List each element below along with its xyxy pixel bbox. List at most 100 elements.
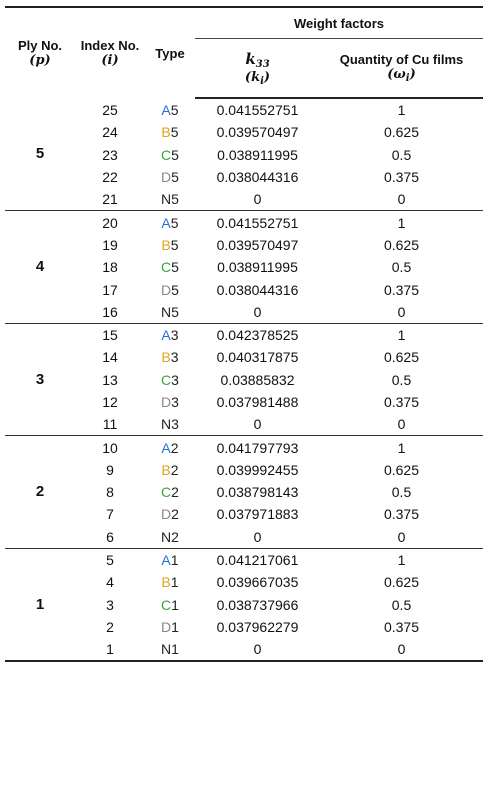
type-letter: C bbox=[161, 259, 172, 276]
omega-value: 0.375 bbox=[383, 281, 420, 298]
omega-value: 0.625 bbox=[383, 124, 420, 141]
k-value: 0.039570497 bbox=[216, 236, 299, 253]
type-code: A1 bbox=[145, 548, 195, 571]
k-value: 0.038044316 bbox=[216, 281, 299, 298]
table-row: 1 5 A1 0.041217061 1 bbox=[5, 548, 483, 663]
type-number: 3 bbox=[170, 349, 179, 366]
header-type: Type bbox=[145, 6, 195, 98]
index-number: 15 bbox=[102, 327, 118, 344]
header-quantity-label: Quantity of Cu films bbox=[339, 52, 464, 67]
k-value: 0.037971883 bbox=[216, 506, 299, 523]
k-value: 0.038911995 bbox=[217, 146, 298, 163]
k-value: 0.038798143 bbox=[216, 484, 299, 501]
table-row: 8 C2 0.038798143 0.5 bbox=[5, 481, 483, 503]
type-code: D5 bbox=[145, 166, 195, 188]
type-letter: D bbox=[161, 169, 172, 186]
header-k33-sub: 33 bbox=[255, 58, 270, 70]
table-row: 24 B5 0.039570497 0.625 bbox=[5, 121, 483, 143]
header-index-label: Index No. bbox=[80, 38, 140, 53]
type-code: C5 bbox=[145, 144, 195, 166]
type-number: 5 bbox=[171, 281, 179, 298]
k-value: 0.039992455 bbox=[216, 461, 299, 478]
header-omega-main: (ω bbox=[387, 67, 406, 82]
type-letter: A bbox=[161, 327, 171, 344]
header-ply-symbol: (p) bbox=[29, 53, 51, 68]
type-code: B3 bbox=[145, 346, 195, 368]
index-number: 3 bbox=[106, 596, 114, 613]
table-row: 13 C3 0.03885832 0.5 bbox=[5, 369, 483, 391]
ply-number: 2 bbox=[5, 435, 75, 549]
type-number: 2 bbox=[171, 484, 179, 501]
table-row: 1 N1 0 0 bbox=[5, 638, 483, 663]
index-number: 19 bbox=[102, 236, 118, 253]
header-ki-sub: i bbox=[260, 75, 264, 87]
index-number: 12 bbox=[102, 394, 118, 410]
omega-value: 0.5 bbox=[391, 371, 412, 388]
omega-value: 0.5 bbox=[391, 596, 412, 613]
index-number: 24 bbox=[102, 124, 118, 141]
type-letter: B bbox=[161, 461, 171, 478]
omega-value: 1 bbox=[397, 552, 406, 569]
type-code: C2 bbox=[145, 481, 195, 503]
index-number: 20 bbox=[102, 214, 118, 231]
table-row: 4 B1 0.039667035 0.625 bbox=[5, 571, 483, 593]
omega-value: 1 bbox=[397, 102, 406, 119]
table-row: 12 D3 0.037981488 0.375 bbox=[5, 391, 483, 413]
type-number: 5 bbox=[170, 236, 179, 253]
type-code: D1 bbox=[145, 616, 195, 638]
index-number: 8 bbox=[106, 484, 114, 501]
table-row: 19 B5 0.039570497 0.625 bbox=[5, 234, 483, 256]
header-omega-sub: i bbox=[405, 73, 410, 84]
type-code: B1 bbox=[145, 571, 195, 593]
weight-factors-table: Ply No. (p) Index No. (i) Type Weight fa… bbox=[5, 6, 483, 663]
table-row: 16 N5 0 0 bbox=[5, 300, 483, 324]
index-number: 14 bbox=[102, 349, 118, 366]
omega-value: 0 bbox=[320, 638, 483, 663]
type-letter: C bbox=[161, 371, 172, 388]
table-row: 14 B3 0.040317875 0.625 bbox=[5, 346, 483, 368]
omega-value: 0 bbox=[320, 413, 483, 437]
type-letter: D bbox=[161, 281, 172, 298]
header-ply-no: Ply No. (p) bbox=[5, 6, 75, 98]
ply-number: 4 bbox=[5, 210, 75, 324]
type-letter: B bbox=[161, 349, 171, 366]
header-omega-end: ) bbox=[409, 67, 416, 82]
k-value: 0 bbox=[195, 413, 320, 437]
ply-number: 3 bbox=[5, 323, 75, 437]
index-number: 23 bbox=[102, 146, 118, 163]
k-value: 0.041217061 bbox=[216, 552, 299, 569]
omega-value: 0.375 bbox=[383, 169, 420, 186]
table-row: 17 D5 0.038044316 0.375 bbox=[5, 278, 483, 300]
header-k33-main: k bbox=[245, 49, 256, 68]
index-number: 16 bbox=[75, 300, 145, 324]
type-letter: D bbox=[161, 506, 172, 523]
type-number: 2 bbox=[171, 528, 179, 545]
index-number: 25 bbox=[102, 101, 118, 118]
omega-value: 0.5 bbox=[391, 146, 412, 163]
index-number: 4 bbox=[106, 574, 114, 591]
type-letter: B bbox=[161, 236, 171, 253]
k-value: 0 bbox=[195, 188, 320, 212]
omega-value: 1 bbox=[397, 439, 406, 456]
omega-value: 0.625 bbox=[383, 461, 420, 478]
type-letter: D bbox=[161, 618, 172, 635]
type-letter: C bbox=[161, 146, 172, 163]
table-row: 21 N5 0 0 bbox=[5, 188, 483, 212]
type-number: 5 bbox=[171, 191, 179, 208]
type-number: 2 bbox=[171, 506, 179, 523]
index-number: 5 bbox=[106, 552, 114, 569]
index-number: 17 bbox=[102, 281, 118, 298]
k-value: 0.041797793 bbox=[216, 439, 299, 456]
table-row: 11 N3 0 0 bbox=[5, 413, 483, 437]
k-value: 0.039570497 bbox=[216, 124, 299, 141]
type-number: 5 bbox=[170, 101, 179, 118]
type-number: 2 bbox=[170, 439, 179, 456]
k-value: 0.038911995 bbox=[217, 259, 298, 276]
k-value: 0.03885832 bbox=[220, 371, 295, 388]
ply-number: 5 bbox=[5, 98, 75, 212]
type-number: 2 bbox=[170, 461, 179, 478]
header-quantity: Quantity of Cu films (ωi) bbox=[320, 38, 483, 99]
type-code: A5 bbox=[145, 211, 195, 234]
table-row: 2 D1 0.037962279 0.375 bbox=[5, 616, 483, 638]
type-letter: C bbox=[161, 484, 172, 501]
